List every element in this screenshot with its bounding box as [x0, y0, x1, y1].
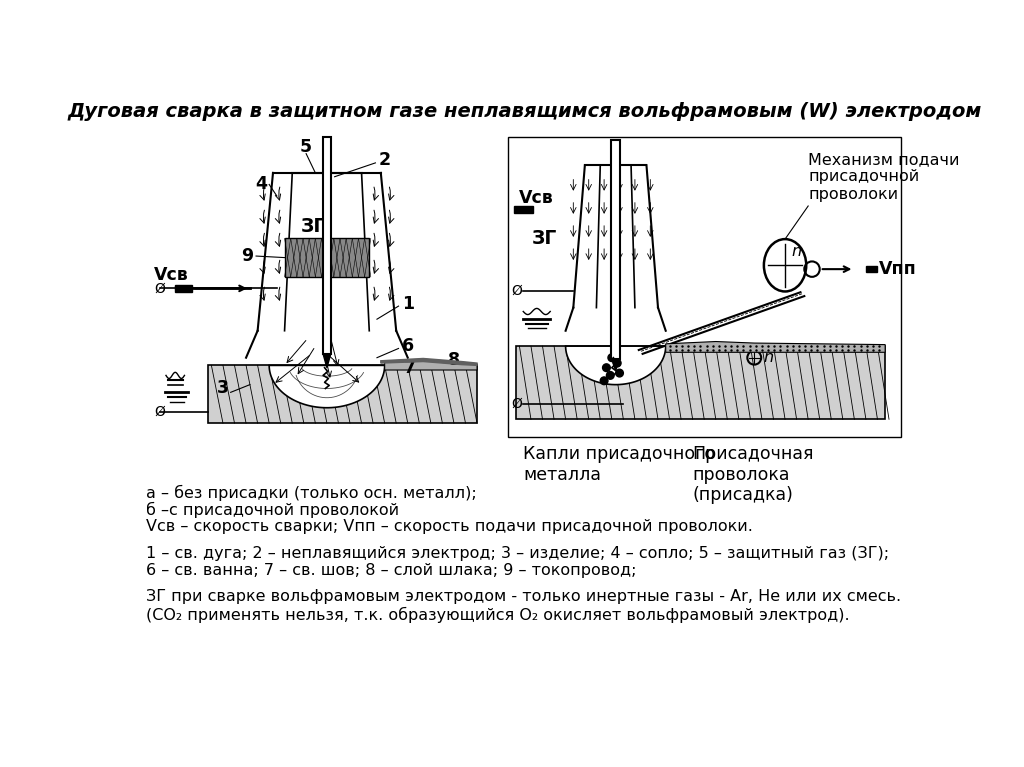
Text: Vсв: Vсв: [154, 266, 188, 285]
Circle shape: [606, 371, 614, 379]
Text: Vсв – скорость сварки; Vпп – скорость подачи присадочной проволоки.: Vсв – скорость сварки; Vпп – скорость по…: [146, 518, 753, 534]
Text: 6 – св. ванна; 7 – св. шов; 8 – слой шлака; 9 – токопровод;: 6 – св. ванна; 7 – св. шов; 8 – слой шла…: [146, 562, 637, 578]
Circle shape: [613, 359, 621, 367]
Circle shape: [602, 364, 610, 371]
Polygon shape: [385, 359, 477, 370]
Text: 2: 2: [379, 151, 391, 169]
Circle shape: [600, 377, 608, 384]
Text: (СО₂ применять нельзя, т.к. образующийся О₂ окисляет вольфрамовый электрод).: (СО₂ применять нельзя, т.к. образующийся…: [146, 607, 850, 623]
Circle shape: [608, 354, 615, 361]
Bar: [611, 140, 621, 359]
Text: 3: 3: [217, 380, 229, 397]
Text: 1 – св. дуга; 2 – неплавящийся электрод; 3 – изделие; 4 – сопло; 5 – защитный га: 1 – св. дуга; 2 – неплавящийся электрод;…: [146, 545, 889, 561]
Circle shape: [615, 369, 624, 377]
Text: 8: 8: [447, 351, 460, 369]
Polygon shape: [565, 346, 666, 384]
Text: 4: 4: [255, 176, 267, 193]
Bar: [175, 285, 193, 292]
Text: Ø: Ø: [512, 284, 522, 298]
Text: ЗГ: ЗГ: [532, 229, 557, 248]
Text: Ø: Ø: [155, 404, 165, 419]
Bar: [508, 137, 900, 437]
Text: а – без присадки (только осн. металл);: а – без присадки (только осн. металл);: [146, 485, 477, 501]
Bar: [866, 266, 878, 272]
Bar: [514, 206, 534, 213]
Text: 7: 7: [404, 359, 416, 377]
Text: ЗГ при сварке вольфрамовым электродом - только инертные газы - Ar, He или их сме: ЗГ при сварке вольфрамовым электродом - …: [146, 590, 901, 604]
Text: 1: 1: [401, 295, 414, 313]
Bar: [208, 365, 477, 423]
Polygon shape: [381, 358, 477, 365]
Bar: [285, 239, 370, 277]
Text: Vпп: Vпп: [879, 260, 916, 278]
Polygon shape: [323, 354, 331, 367]
Bar: [323, 137, 331, 354]
Text: б –с присадочной проволокой: б –с присадочной проволокой: [146, 502, 399, 518]
Text: 5: 5: [300, 139, 312, 156]
Text: 6: 6: [401, 337, 414, 355]
Bar: [515, 346, 885, 420]
Text: Ø: Ø: [512, 397, 522, 411]
Polygon shape: [269, 365, 385, 408]
Polygon shape: [666, 341, 885, 352]
Text: n: n: [792, 244, 802, 259]
Text: ЗГ: ЗГ: [300, 217, 326, 236]
Text: n: n: [764, 351, 773, 365]
Text: Дуговая сварка в защитном газе неплавящимся вольфрамовым (W) электродом: Дуговая сварка в защитном газе неплавящи…: [68, 102, 982, 120]
Text: 9: 9: [242, 247, 254, 265]
Polygon shape: [611, 359, 620, 370]
Text: Ø: Ø: [155, 281, 165, 295]
Text: Vсв: Vсв: [519, 189, 554, 207]
Text: Капли присадочного
металла: Капли присадочного металла: [523, 445, 716, 483]
Text: Присадочная
проволока
(присадка): Присадочная проволока (присадка): [692, 445, 814, 504]
Text: Механизм подачи
присадочной
проволоки: Механизм подачи присадочной проволоки: [808, 152, 959, 202]
